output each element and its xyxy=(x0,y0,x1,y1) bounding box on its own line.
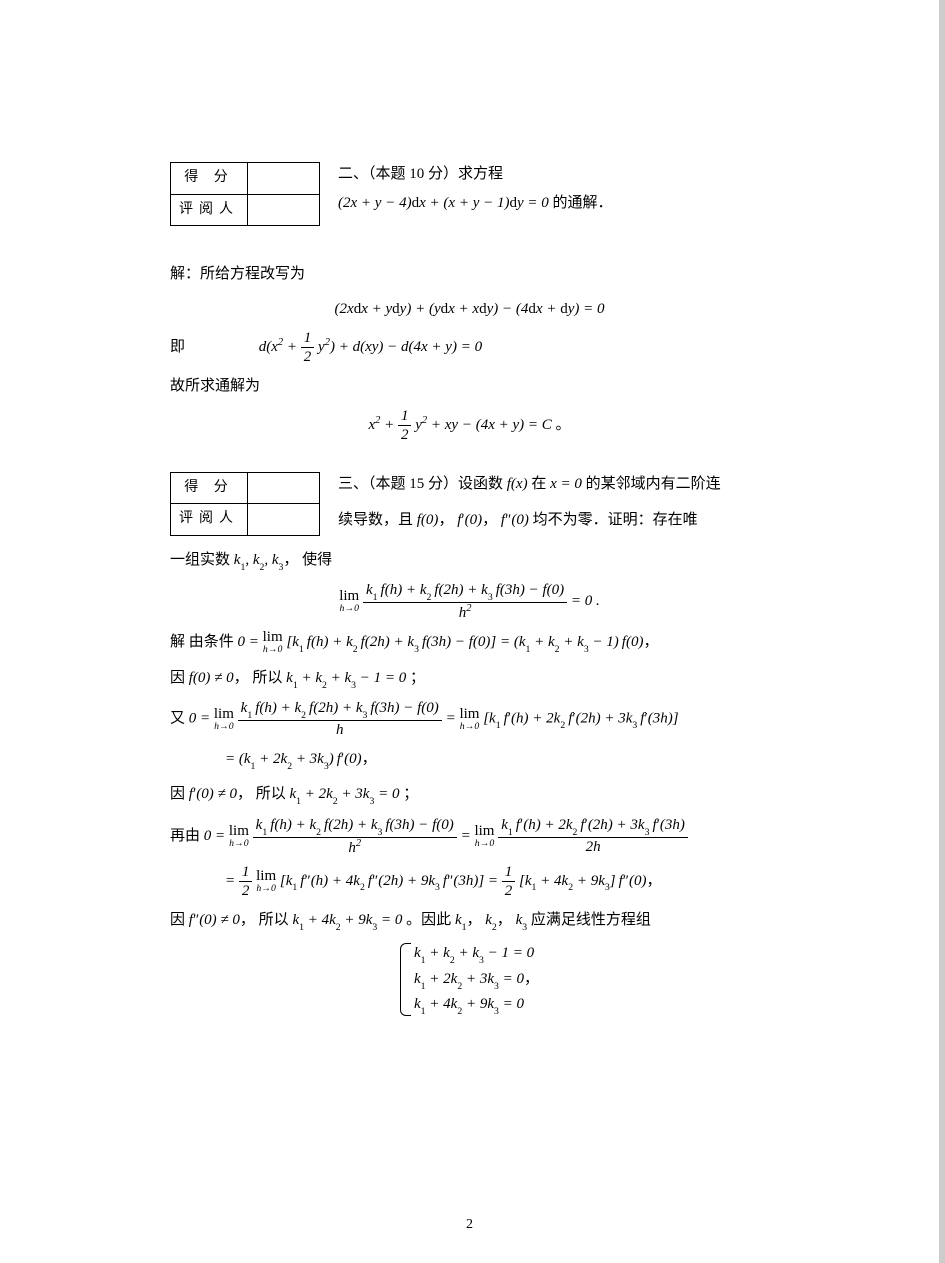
p3-title-c: 的某邻域内有二阶连 xyxy=(582,476,721,492)
score-table: 得 分 评阅人 xyxy=(170,162,320,226)
p3-b2: 因 xyxy=(170,786,189,802)
p3-title-a: 三、（本题 15 分）设函数 xyxy=(338,476,507,492)
problem-2-title-text: 二、（本题 10 分）求方程 xyxy=(338,166,503,182)
p3-l2-a: 续导数，且 xyxy=(338,512,417,528)
p3-s3a: ， 所以 xyxy=(240,912,293,928)
score-blank xyxy=(248,163,320,195)
p2-eq3-num: 1 xyxy=(398,407,412,426)
p3-step2: 又 0 = limh→0 k1 f(h) + k2 f(2h) + k3 f(3… xyxy=(170,699,769,739)
p2-conclude: 故所求通解为 xyxy=(170,372,769,401)
p3-title-b: 在 xyxy=(528,476,551,492)
p3-step3: 再由 0 = limh→0 k1 f(h) + k2 f(2h) + k3 f(… xyxy=(170,816,769,857)
p3-step2b: = (k1 + 2k2 + 3k3) f′(0)， xyxy=(170,745,769,775)
problem-2-equation-tail: 的通解． xyxy=(553,195,613,211)
p3-l3-a: 一组实数 xyxy=(170,552,234,568)
page-number: 2 xyxy=(0,1212,939,1239)
p3-l2-c: ， xyxy=(482,512,501,528)
p2-eq2-frac-den: 2 xyxy=(301,348,315,366)
p3-half-d2: 2 xyxy=(502,882,516,900)
p3-s3c: ， xyxy=(466,912,485,928)
problem-2-header: 得 分 评阅人 二、（本题 10 分）求方程 (2x + y − 4)dx + … xyxy=(170,160,769,226)
p3-l2-d: 均不为零．证明：存在唯 xyxy=(529,512,698,528)
p3-half-n1: 1 xyxy=(239,863,253,882)
p3-main-limit: limh→0 k1 f(h) + k2 f(2h) + k3 f(3h) − f… xyxy=(170,581,769,622)
p3-s2: ， 所以 xyxy=(237,786,290,802)
p2-ji: 即 xyxy=(170,339,185,355)
p2-eq2-frac-num: 1 xyxy=(301,329,315,348)
p3-s3e: 应满足线性方程组 xyxy=(527,912,651,928)
p3-b3: 因 xyxy=(170,912,189,928)
p2-sol-intro: 解：所给方程改写为 xyxy=(170,260,769,289)
p3-half-d1: 2 xyxy=(239,882,253,900)
p3-system: k1 + k2 + k3 − 1 = 0 k1 + 2k2 + 3k3 = 0，… xyxy=(170,941,769,1018)
reviewer-blank-2 xyxy=(248,504,320,536)
p3-because3: 因 f″(0) ≠ 0， 所以 k1 + 4k2 + 9k3 = 0 。因此 k… xyxy=(170,906,769,936)
score-table-2: 得 分 评阅人 xyxy=(170,472,320,536)
p3-half-n2: 1 xyxy=(502,863,516,882)
p2-eq1: (2xdx + ydy) + (ydx + xdy) − (4dx + dy) … xyxy=(170,295,769,324)
p3-l2-b: ， xyxy=(438,512,457,528)
p3-sol-lead: 解 由条件 xyxy=(170,634,234,650)
score-blank-2 xyxy=(248,472,320,504)
p3-semi1: ； xyxy=(406,670,425,686)
p3-step1: 解 由条件 0 = limh→0 [k1 f(h) + k2 f(2h) + k… xyxy=(170,628,769,658)
p3-l3-b: ， 使得 xyxy=(283,552,332,568)
p3-because1: 因 f(0) ≠ 0， 所以 k1 + k2 + k3 − 1 = 0 ； xyxy=(170,664,769,694)
p3-you: 又 xyxy=(170,710,189,726)
p3-s3b: 。因此 xyxy=(402,912,455,928)
problem-3-header: 得 分 评阅人 三、（本题 15 分）设函数 f(x) 在 x = 0 的某邻域… xyxy=(170,470,769,536)
reviewer-label-2: 评阅人 xyxy=(171,504,248,536)
p3-step3b: = 12 limh→0 [k1 f″(h) + 4k2 f″(2h) + 9k3… xyxy=(170,863,769,900)
p3-zaiyou: 再由 xyxy=(170,828,204,844)
p2-eq2: d(x2 + 12 y2) + d(xy) − d(4x + y) = 0 xyxy=(259,339,482,355)
page: 得 分 评阅人 二、（本题 10 分）求方程 (2x + y − 4)dx + … xyxy=(0,0,945,1263)
reviewer-label: 评阅人 xyxy=(171,194,248,226)
p3-semi2: ； xyxy=(399,786,418,802)
p3-b1: 因 xyxy=(170,670,189,686)
score-label-2: 得 分 xyxy=(171,472,248,504)
reviewer-blank xyxy=(248,194,320,226)
p2-eq3-den: 2 xyxy=(398,426,412,444)
p2-eq3: x2 + 12 y2 + xy − (4x + y) = C 。 xyxy=(170,407,769,444)
p3-line3: 一组实数 k1, k2, k3， 使得 xyxy=(170,546,769,576)
p3-because2: 因 f′(0) ≠ 0， 所以 k1 + 2k2 + 3k3 = 0 ； xyxy=(170,780,769,810)
p3-s1: ， 所以 xyxy=(234,670,287,686)
score-label: 得 分 xyxy=(171,163,248,195)
p2-eq2-row: 即 d(x2 + 12 y2) + d(xy) − d(4x + y) = 0 xyxy=(170,329,769,366)
p3-s3d: ， xyxy=(497,912,516,928)
problem-2-equation: (2x + y − 4)dx + (x + y − 1)dy = 0 xyxy=(338,195,549,211)
